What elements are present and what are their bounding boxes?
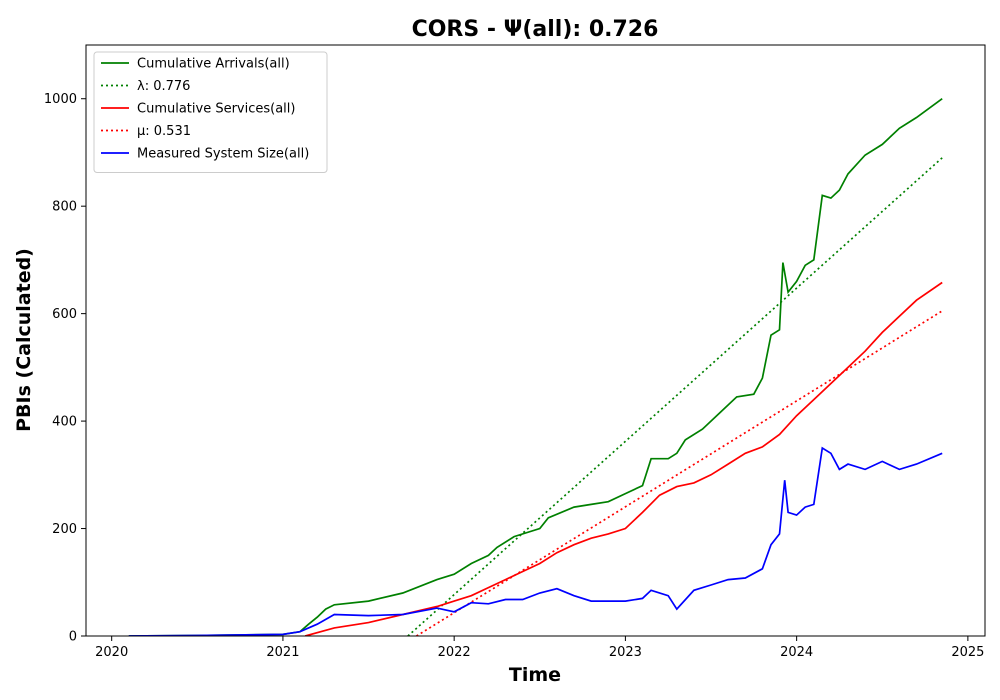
y-tick-label: 0: [69, 630, 77, 645]
series-line-1: [128, 98, 943, 636]
series-line-4: [416, 310, 943, 636]
y-tick-label: 200: [52, 522, 77, 537]
x-tick-label: 2022: [438, 645, 471, 660]
y-tick-label: 600: [52, 307, 77, 322]
y-tick-label: 800: [52, 200, 77, 215]
x-axis-label: Time: [509, 664, 561, 686]
x-tick-label: 2025: [951, 645, 984, 660]
x-tick-label: 2024: [780, 645, 813, 660]
x-tick-label: 2023: [609, 645, 642, 660]
plot-area: [128, 98, 943, 636]
legend-label-4: μ: 0.531: [137, 124, 191, 139]
chart-title: CORS - Ψ(all): 0.726: [412, 17, 659, 42]
legend-label-5: Measured System Size(all): [137, 147, 309, 162]
axes: 2020 2021 2022 2023 2024 2025 0 200 400 600 800 100…: [44, 44, 986, 660]
legend-box: [93, 51, 328, 173]
series-line-5: [128, 446, 943, 636]
x-tick-label: 2021: [266, 645, 299, 660]
series-line-2: [407, 157, 943, 636]
legend-label-1: Cumulative Arrivals(all): [137, 57, 290, 72]
y-axis-label: PBIs (Calculated): [13, 248, 35, 432]
y-tick-label: 1000: [44, 92, 77, 107]
legend-label-3: Cumulative Services(all): [137, 102, 295, 117]
axes-frame: [85, 44, 986, 637]
series-line-3: [304, 281, 943, 636]
legend: Cumulative Arrivals(all) λ: 0.776 Cumulati…: [93, 51, 328, 173]
x-tick-label: 2020: [95, 645, 128, 660]
legend-label-2: λ: 0.776: [137, 79, 190, 94]
y-tick-label: 400: [52, 415, 77, 430]
